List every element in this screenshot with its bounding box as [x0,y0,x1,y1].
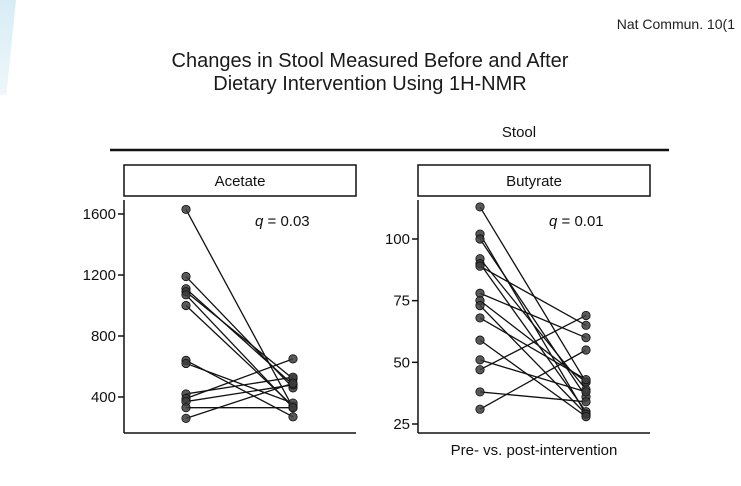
pre-point [181,358,191,369]
pre-point [475,234,485,244]
paired-line [479,265,587,326]
q-value: = 0.01 [557,213,603,230]
paired-line [479,305,587,415]
paired-line [479,258,587,390]
pre-point [181,300,191,311]
post-point [288,403,298,413]
y-tick-label: 800 [91,328,116,345]
paired-line [185,384,294,403]
y-tick-label: 50 [393,354,410,371]
pre-point [475,365,485,375]
slide-title-line-2: Dietary Intervention Using 1H-NMR [213,73,527,95]
pre-point [181,290,191,300]
y-tick-label: 1200 [83,267,116,284]
paired-line [479,317,587,381]
paired-line [479,359,587,393]
q-symbol: q [549,213,558,230]
citation-text: Nat Commun. 10(1 [616,16,735,32]
q-value-annotation: q = 0.03 [255,213,310,230]
x-axis-label: Pre- vs. post-intervention [451,442,618,459]
paired-line [479,300,587,383]
q-value-annotation: q = 0.01 [549,213,604,230]
paired-line [185,288,294,386]
paired-line [185,291,294,380]
q-symbol: q [255,213,264,230]
y-tick-label: 75 [393,293,410,310]
pre-point [475,387,485,397]
panel-strip-title: Butyrate [506,173,562,190]
pre-point [475,335,485,345]
y-tick-label: 100 [385,231,410,248]
slide-title-line-1: Changes in Stool Measured Before and Aft… [171,50,569,72]
post-point [581,320,591,330]
paired-line [479,206,587,383]
pre-point [475,202,485,212]
slide-title: Changes in Stool Measured Before and Aft… [120,50,620,96]
pre-point [475,300,485,311]
paired-line [479,263,587,413]
panel-strip-title: Acetate [215,173,266,190]
pre-point [475,313,485,323]
pre-point [181,204,191,215]
pre-point [181,271,191,282]
pre-point [181,413,191,423]
paired-line [479,391,587,403]
post-point [581,374,591,385]
post-point [581,387,591,397]
pre-point [475,404,485,414]
post-point [581,333,591,343]
paired-line [185,362,294,404]
post-point [581,397,591,407]
paired-line [185,376,294,395]
y-tick-label: 400 [91,389,116,406]
q-value: = 0.03 [263,213,309,230]
paired-line [479,349,587,410]
paired-line [479,314,587,371]
paired-line [479,292,587,339]
paired-line [479,339,587,418]
panel-strip-box [123,164,357,197]
y-tick-label: 1600 [83,206,116,223]
post-point [581,310,591,321]
panel-strip-box [417,164,651,197]
pre-point [181,403,191,413]
paired-line [479,238,587,398]
facet-strip-label: Stool [502,124,536,141]
pre-point [475,355,485,365]
post-point [288,354,298,364]
post-point [581,345,591,355]
pre-point [475,261,485,271]
paired-line [185,209,294,408]
paired-line [185,382,294,419]
y-tick-label: 25 [393,416,410,433]
post-point [581,411,591,422]
post-point [288,378,298,388]
paired-line [185,358,294,400]
post-point [288,412,298,422]
